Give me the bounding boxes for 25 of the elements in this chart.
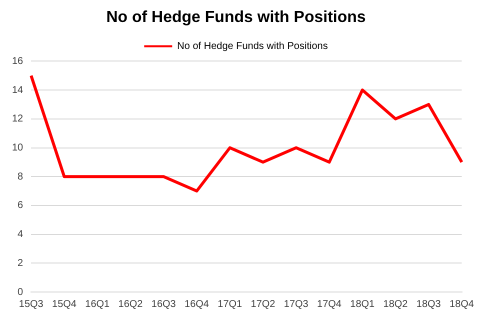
x-tick-label: 17Q4 [317, 298, 342, 310]
x-tick-label: 18Q4 [450, 298, 474, 310]
x-tick-label: 16Q3 [151, 298, 176, 310]
y-tick-label: 4 [18, 229, 24, 240]
chart-title: No of Hedge Funds with Positions [106, 9, 366, 26]
legend-label: No of Hedge Funds with Positions [177, 40, 328, 52]
x-tick-label: 17Q3 [284, 298, 309, 310]
x-tick-label: 18Q3 [416, 298, 442, 310]
y-tick-label: 8 [18, 171, 24, 182]
x-tick-label: 16Q1 [85, 298, 110, 310]
x-tick-label: 17Q2 [250, 298, 276, 310]
y-tick-label: 0 [18, 286, 24, 298]
x-tick-label: 16Q4 [184, 298, 210, 310]
x-tick-label: 15Q3 [18, 298, 44, 310]
x-tick-label: 16Q2 [118, 298, 144, 310]
y-tick-label: 6 [18, 200, 24, 212]
y-tick-label: 14 [12, 84, 24, 96]
y-tick-label: 12 [12, 114, 24, 125]
y-tick-label: 16 [12, 56, 24, 67]
y-tick-label: 10 [12, 142, 24, 154]
x-tick-label: 17Q1 [218, 298, 243, 310]
y-tick-label: 2 [18, 258, 24, 269]
x-tick-label: 15Q4 [52, 298, 77, 310]
x-tick-label: 18Q2 [383, 298, 408, 310]
x-tick-label: 18Q1 [350, 298, 376, 310]
